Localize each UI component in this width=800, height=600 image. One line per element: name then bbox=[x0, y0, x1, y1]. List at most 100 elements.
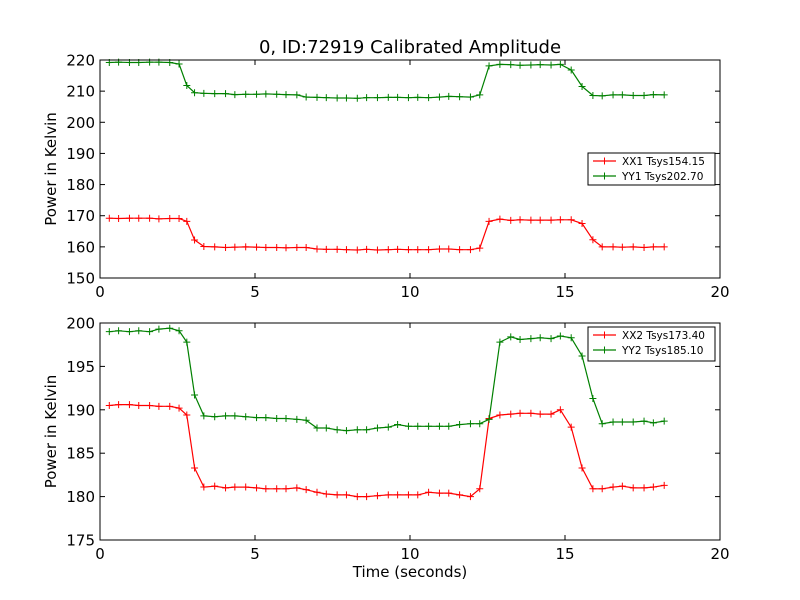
data-point bbox=[466, 246, 474, 254]
data-point bbox=[211, 482, 219, 490]
data-point bbox=[125, 401, 133, 409]
data-point bbox=[222, 412, 230, 420]
data-point bbox=[175, 60, 183, 68]
data-point bbox=[660, 243, 668, 251]
y-tick-label: 195 bbox=[66, 358, 95, 376]
data-point bbox=[105, 401, 113, 409]
data-point bbox=[547, 216, 555, 224]
data-point bbox=[384, 423, 392, 431]
data-point bbox=[231, 91, 239, 99]
data-point bbox=[333, 491, 341, 499]
legend-swatch-marker bbox=[601, 157, 608, 165]
data-point bbox=[516, 409, 524, 417]
data-point bbox=[414, 491, 422, 499]
data-point bbox=[333, 245, 341, 253]
data-point bbox=[567, 423, 575, 431]
data-point bbox=[313, 424, 321, 432]
y-axis-label: Power in Kelvin bbox=[42, 375, 60, 489]
data-point bbox=[404, 246, 412, 254]
data-point bbox=[342, 427, 350, 435]
data-point bbox=[183, 82, 191, 90]
data-point bbox=[384, 93, 392, 101]
data-point bbox=[105, 328, 113, 336]
y-axis-label: Power in Kelvin bbox=[42, 112, 60, 226]
data-point bbox=[293, 484, 301, 492]
data-point bbox=[211, 243, 219, 251]
data-point bbox=[589, 485, 597, 493]
data-point bbox=[313, 245, 321, 253]
data-point bbox=[414, 93, 422, 101]
data-point bbox=[578, 464, 586, 472]
x-tick-label: 15 bbox=[555, 283, 574, 301]
data-point bbox=[485, 415, 493, 423]
data-point bbox=[231, 412, 239, 420]
data-point bbox=[578, 352, 586, 360]
x-tick-label: 10 bbox=[400, 545, 419, 563]
data-point bbox=[578, 220, 586, 227]
data-point bbox=[222, 243, 230, 251]
data-point bbox=[394, 93, 402, 101]
data-point bbox=[282, 485, 290, 493]
data-point bbox=[373, 492, 381, 500]
x-tick-label: 0 bbox=[95, 283, 105, 301]
data-point bbox=[155, 325, 163, 333]
data-point bbox=[629, 92, 637, 100]
y-tick-label: 170 bbox=[66, 207, 95, 225]
data-point bbox=[640, 484, 648, 492]
data-point bbox=[496, 60, 504, 68]
data-point bbox=[556, 216, 564, 224]
data-point bbox=[342, 246, 350, 254]
data-point bbox=[556, 60, 564, 68]
data-point bbox=[649, 483, 657, 491]
data-point bbox=[253, 90, 261, 98]
legend-swatch-marker bbox=[601, 331, 608, 339]
data-point bbox=[135, 401, 143, 409]
data-point bbox=[302, 243, 310, 251]
data-point bbox=[302, 486, 310, 494]
data-point bbox=[115, 401, 123, 409]
data-point bbox=[200, 89, 208, 97]
data-point bbox=[445, 422, 453, 430]
data-point bbox=[598, 243, 606, 251]
data-point bbox=[175, 404, 183, 412]
data-point bbox=[476, 485, 484, 493]
data-point bbox=[516, 216, 524, 224]
x-tick-label: 5 bbox=[250, 545, 260, 563]
data-point bbox=[435, 489, 443, 497]
series-1 bbox=[105, 401, 668, 501]
data-point bbox=[404, 94, 412, 102]
data-point bbox=[200, 243, 208, 251]
bottom-plot: 0 5 10 15 20 175 180 185 190 195 200 Power in Kelvi… bbox=[42, 315, 730, 582]
data-point bbox=[618, 243, 626, 251]
data-point bbox=[527, 61, 535, 69]
data-point bbox=[660, 417, 668, 425]
data-point bbox=[589, 395, 597, 403]
data-point bbox=[363, 426, 371, 434]
data-point bbox=[476, 91, 484, 99]
data-point bbox=[456, 246, 464, 254]
data-point bbox=[507, 216, 515, 224]
y-tick-label: 160 bbox=[66, 238, 95, 256]
data-point bbox=[273, 90, 281, 98]
legend: XX2 Tsys173.40 YY2 Tsys185.10 bbox=[587, 326, 716, 362]
data-point bbox=[183, 411, 191, 419]
data-point bbox=[516, 61, 524, 69]
data-point bbox=[404, 422, 412, 430]
x-tick-label: 0 bbox=[95, 545, 105, 563]
data-point bbox=[191, 236, 199, 244]
data-point bbox=[262, 90, 270, 98]
x-tick-label: 20 bbox=[710, 545, 729, 563]
data-point bbox=[527, 216, 535, 224]
legend-swatch-marker bbox=[601, 346, 608, 354]
data-point bbox=[456, 93, 464, 101]
data-point bbox=[649, 243, 657, 251]
data-point bbox=[273, 243, 281, 251]
y-tick-label: 190 bbox=[66, 145, 95, 163]
data-point bbox=[456, 491, 464, 499]
data-point bbox=[640, 92, 648, 100]
data-point bbox=[183, 217, 191, 225]
data-point bbox=[466, 493, 474, 501]
data-point bbox=[567, 334, 575, 342]
data-point bbox=[211, 90, 219, 98]
